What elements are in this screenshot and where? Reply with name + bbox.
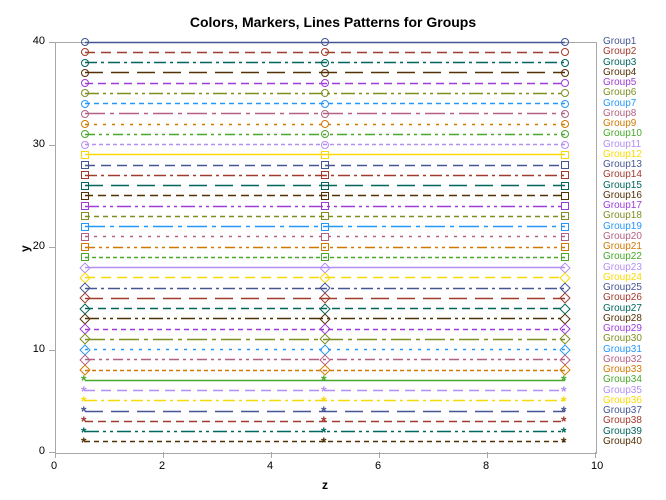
series-marker <box>81 182 89 190</box>
series-marker <box>321 69 329 77</box>
x-axis-label: z <box>322 478 328 492</box>
series-marker <box>81 110 89 118</box>
x-tick-mark <box>379 452 380 458</box>
series-marker <box>321 253 329 261</box>
y-tick-label: 30 <box>33 138 45 150</box>
series-marker <box>561 100 569 108</box>
series-marker <box>321 110 329 118</box>
series-marker <box>561 79 569 87</box>
series-marker <box>561 202 569 210</box>
x-tick-label: 10 <box>591 460 603 472</box>
series-marker <box>81 161 89 169</box>
series-marker <box>321 182 329 190</box>
series-marker <box>81 171 89 179</box>
series-marker <box>321 161 329 169</box>
series-marker <box>81 192 89 200</box>
series-marker <box>81 79 89 87</box>
y-tick-mark <box>49 452 55 453</box>
series-marker <box>81 151 89 159</box>
series-marker <box>321 120 329 128</box>
chart-title: Colors, Markers, Lines Patterns for Grou… <box>0 14 666 30</box>
series-marker <box>81 243 89 251</box>
y-axis-label: y <box>18 245 32 252</box>
y-tick-label: 40 <box>33 35 45 47</box>
series-marker <box>561 243 569 251</box>
series-marker <box>561 110 569 118</box>
series-marker <box>81 120 89 128</box>
series-marker <box>561 59 569 67</box>
series-marker <box>321 192 329 200</box>
series-marker <box>81 100 89 108</box>
series-marker <box>561 38 569 46</box>
series-marker <box>81 233 89 241</box>
y-tick-label: 10 <box>33 343 45 355</box>
series-marker: * <box>321 438 326 446</box>
series-marker <box>321 100 329 108</box>
series-marker <box>81 253 89 261</box>
series-marker <box>561 120 569 128</box>
x-tick-mark <box>163 452 164 458</box>
x-tick-mark <box>55 452 56 458</box>
x-tick-label: 8 <box>483 460 489 472</box>
series-marker <box>561 141 569 149</box>
series-marker <box>561 151 569 159</box>
series-marker <box>561 223 569 231</box>
series-marker <box>321 151 329 159</box>
y-tick-mark <box>49 145 55 146</box>
series-marker: * <box>561 438 566 446</box>
series-marker <box>561 69 569 77</box>
series-marker <box>321 171 329 179</box>
series-marker <box>561 253 569 261</box>
y-tick-label: 20 <box>33 240 45 252</box>
x-tick-mark <box>271 452 272 458</box>
x-tick-mark <box>595 452 596 458</box>
series-marker <box>321 59 329 67</box>
series-marker <box>81 202 89 210</box>
x-tick-label: 6 <box>375 460 381 472</box>
series-marker <box>321 243 329 251</box>
x-tick-label: 2 <box>159 460 165 472</box>
chart-container: Colors, Markers, Lines Patterns for Grou… <box>0 0 666 500</box>
series-label: Group40 <box>603 436 642 447</box>
series-marker <box>321 202 329 210</box>
series-marker <box>321 233 329 241</box>
series-marker <box>321 212 329 220</box>
series-marker <box>81 38 89 46</box>
series-marker <box>561 161 569 169</box>
series-marker <box>561 171 569 179</box>
x-tick-label: 0 <box>51 460 57 472</box>
series-marker <box>81 69 89 77</box>
series-marker <box>561 192 569 200</box>
series-marker <box>81 223 89 231</box>
y-tick-mark <box>49 350 55 351</box>
series-marker <box>561 233 569 241</box>
series-marker <box>81 141 89 149</box>
series-marker <box>321 38 329 46</box>
series-marker: * <box>81 438 86 446</box>
series-marker <box>561 182 569 190</box>
series-marker <box>81 212 89 220</box>
x-tick-mark <box>487 452 488 458</box>
x-tick-label: 4 <box>267 460 273 472</box>
series-marker <box>321 141 329 149</box>
series-marker <box>321 79 329 87</box>
series-marker <box>81 59 89 67</box>
y-tick-mark <box>49 42 55 43</box>
series-marker <box>561 212 569 220</box>
series-marker <box>321 223 329 231</box>
y-tick-mark <box>49 247 55 248</box>
y-tick-label: 0 <box>39 445 45 457</box>
